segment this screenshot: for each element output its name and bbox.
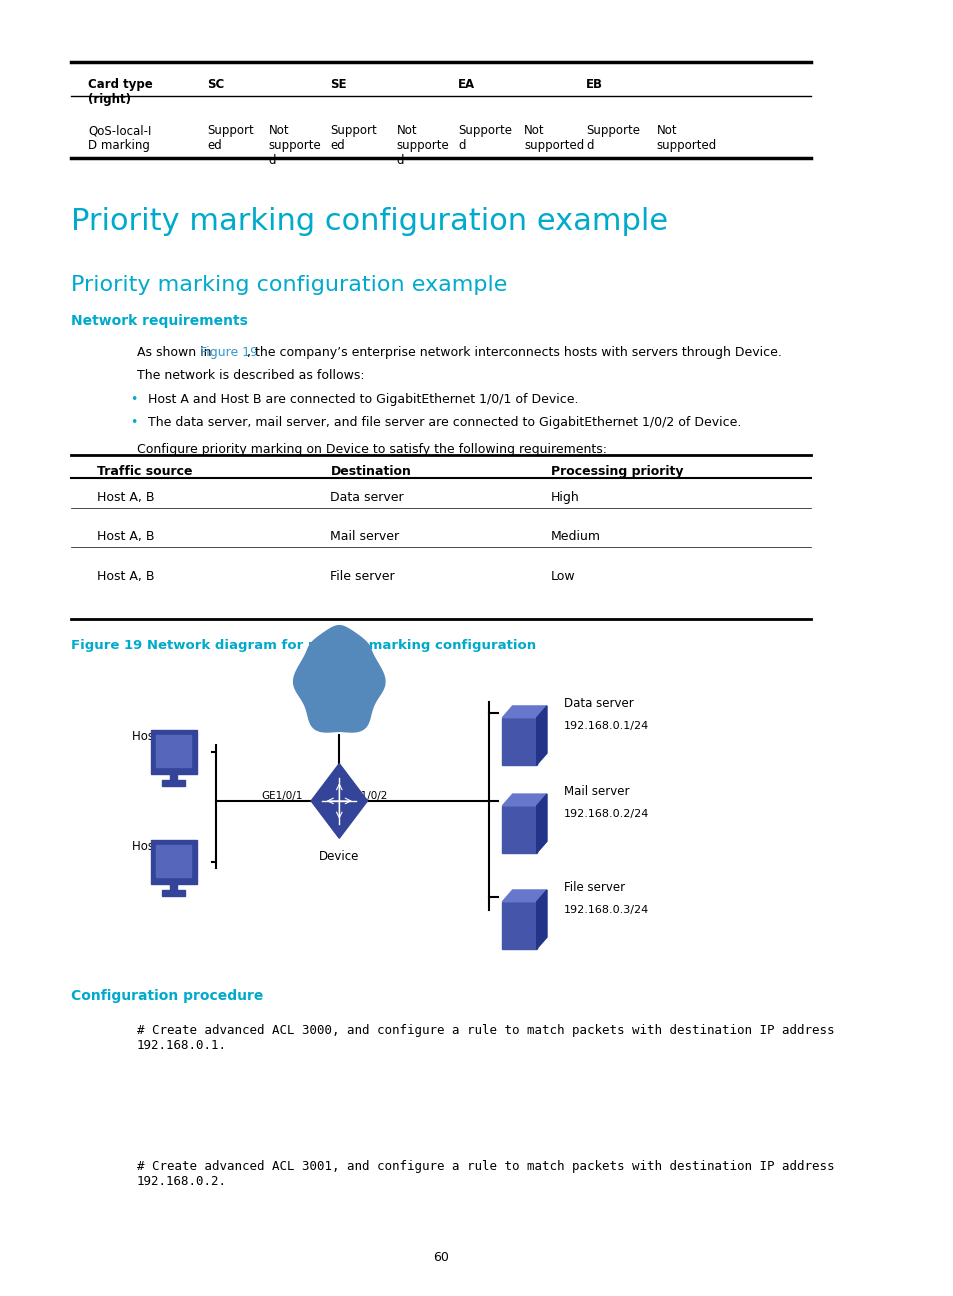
Text: Device: Device bbox=[318, 850, 359, 863]
Text: 60: 60 bbox=[433, 1251, 448, 1264]
Text: Host A, B: Host A, B bbox=[97, 570, 154, 583]
Polygon shape bbox=[502, 706, 546, 718]
Text: Host A and Host B are connected to GigabitEthernet 1/0/1 of Device.: Host A and Host B are connected to Gigab… bbox=[148, 393, 578, 406]
Text: The network is described as follows:: The network is described as follows: bbox=[136, 369, 364, 382]
Text: Host A, B: Host A, B bbox=[97, 530, 154, 543]
Text: Not
supported: Not supported bbox=[524, 124, 584, 153]
Text: Support
ed: Support ed bbox=[330, 124, 376, 153]
Text: File server: File server bbox=[330, 570, 395, 583]
Polygon shape bbox=[537, 890, 546, 949]
Text: As shown in: As shown in bbox=[136, 346, 214, 359]
Text: Card type
(right): Card type (right) bbox=[88, 78, 152, 106]
Text: Configure priority marking on Device to satisfy the following requirements:: Configure priority marking on Device to … bbox=[136, 443, 606, 456]
Text: EB: EB bbox=[585, 78, 602, 91]
FancyBboxPatch shape bbox=[151, 840, 196, 884]
Text: Support
ed: Support ed bbox=[207, 124, 253, 153]
Polygon shape bbox=[502, 794, 546, 806]
Text: The data server, mail server, and file server are connected to GigabitEthernet 1: The data server, mail server, and file s… bbox=[148, 416, 740, 429]
FancyBboxPatch shape bbox=[162, 890, 185, 897]
FancyBboxPatch shape bbox=[502, 718, 537, 765]
Text: Mail server: Mail server bbox=[563, 785, 629, 798]
Text: Data server: Data server bbox=[330, 491, 404, 504]
Text: # Create advanced ACL 3001, and configure a rule to match packets with destinati: # Create advanced ACL 3001, and configur… bbox=[136, 1160, 833, 1188]
FancyBboxPatch shape bbox=[151, 730, 196, 774]
FancyBboxPatch shape bbox=[502, 806, 537, 853]
Text: SC: SC bbox=[207, 78, 224, 91]
Text: Data server: Data server bbox=[563, 697, 633, 710]
Text: Not
supporte
d: Not supporte d bbox=[396, 124, 449, 167]
Text: Internet: Internet bbox=[315, 675, 362, 688]
Text: Supporte
d: Supporte d bbox=[457, 124, 512, 153]
Text: •: • bbox=[131, 416, 137, 429]
Polygon shape bbox=[294, 626, 385, 732]
Text: GE1/0/2: GE1/0/2 bbox=[346, 791, 387, 801]
Text: Host A, B: Host A, B bbox=[97, 491, 154, 504]
Text: # Create advanced ACL 3000, and configure a rule to match packets with destinati: # Create advanced ACL 3000, and configur… bbox=[136, 1024, 833, 1052]
Text: Processing priority: Processing priority bbox=[550, 465, 682, 478]
Text: QoS-local-I
D marking: QoS-local-I D marking bbox=[88, 124, 152, 153]
FancyBboxPatch shape bbox=[170, 883, 177, 890]
Text: 192.168.0.1/24: 192.168.0.1/24 bbox=[563, 721, 649, 731]
Text: 192.168.0.2/24: 192.168.0.2/24 bbox=[563, 809, 649, 819]
Text: Priority marking configuration example: Priority marking configuration example bbox=[71, 207, 667, 236]
Text: Figure 19 Network diagram for priority marking configuration: Figure 19 Network diagram for priority m… bbox=[71, 639, 535, 652]
Text: High: High bbox=[550, 491, 578, 504]
Text: Not
supporte
d: Not supporte d bbox=[269, 124, 321, 167]
Text: •: • bbox=[131, 393, 137, 406]
FancyBboxPatch shape bbox=[155, 735, 192, 767]
Text: Network requirements: Network requirements bbox=[71, 314, 247, 328]
Text: 192.168.0.3/24: 192.168.0.3/24 bbox=[563, 905, 649, 915]
Text: Mail server: Mail server bbox=[330, 530, 399, 543]
Text: SE: SE bbox=[330, 78, 347, 91]
Text: GE1/0/1: GE1/0/1 bbox=[260, 791, 302, 801]
FancyBboxPatch shape bbox=[502, 902, 537, 949]
Polygon shape bbox=[311, 763, 367, 839]
Text: Low: Low bbox=[550, 570, 575, 583]
FancyBboxPatch shape bbox=[170, 772, 177, 780]
Text: Not
supported: Not supported bbox=[656, 124, 716, 153]
Text: File server: File server bbox=[563, 881, 624, 894]
Text: Destination: Destination bbox=[330, 465, 411, 478]
Text: Configuration procedure: Configuration procedure bbox=[71, 989, 263, 1003]
Text: Supporte
d: Supporte d bbox=[585, 124, 639, 153]
Text: Figure 19: Figure 19 bbox=[200, 346, 257, 359]
Text: Medium: Medium bbox=[550, 530, 600, 543]
Text: , the company’s enterprise network interconnects hosts with servers through Devi: , the company’s enterprise network inter… bbox=[247, 346, 781, 359]
Text: Host A: Host A bbox=[132, 730, 171, 743]
Polygon shape bbox=[537, 706, 546, 765]
Polygon shape bbox=[502, 890, 546, 902]
Text: EA: EA bbox=[457, 78, 475, 91]
Text: Traffic source: Traffic source bbox=[97, 465, 193, 478]
Text: Priority marking configuration example: Priority marking configuration example bbox=[71, 275, 506, 294]
FancyBboxPatch shape bbox=[155, 845, 192, 877]
Text: Host B: Host B bbox=[132, 840, 171, 853]
FancyBboxPatch shape bbox=[162, 780, 185, 787]
Polygon shape bbox=[537, 794, 546, 853]
